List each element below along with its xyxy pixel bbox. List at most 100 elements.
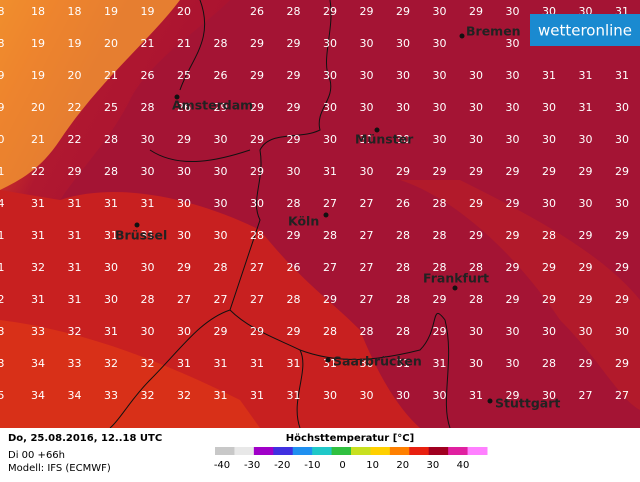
grid-value: 30 <box>506 101 520 114</box>
grid-value: 31 <box>542 69 556 82</box>
grid-value: 30 <box>542 197 556 210</box>
grid-value: 29 <box>214 101 228 114</box>
scale-swatch <box>253 447 274 455</box>
grid-value: 29 <box>250 133 264 146</box>
grid-value: 31 <box>31 229 45 242</box>
grid-value: 29 <box>615 293 629 306</box>
grid-value: 30 <box>396 101 410 114</box>
grid-value: 8 <box>0 37 5 50</box>
grid-value: 30 <box>360 357 374 370</box>
scale-swatch <box>234 447 255 455</box>
grid-value: 28 <box>250 229 264 242</box>
grid-value: 25 <box>177 69 191 82</box>
grid-value: 31 <box>31 293 45 306</box>
grid-value: 29 <box>323 5 337 18</box>
grid-value: 22 <box>68 133 82 146</box>
scale-swatch <box>331 447 352 455</box>
city-label: Brüssel <box>115 228 167 243</box>
grid-value: 29 <box>506 197 520 210</box>
grid-value: 31 <box>68 261 82 274</box>
grid-value: 28 <box>141 101 155 114</box>
color-scale: -40 -30 -20 -10 0 10 20 30 40 <box>214 447 488 471</box>
scale-label: -40 <box>214 460 230 471</box>
grid-value: 29 <box>542 293 556 306</box>
grid-value: 29 <box>250 165 264 178</box>
grid-value: 26 <box>396 197 410 210</box>
grid-value: 26 <box>214 69 228 82</box>
grid-value: 31 <box>104 197 118 210</box>
grid-value: 0 <box>0 133 5 146</box>
grid-value: 22 <box>68 101 82 114</box>
grid-value: 31 <box>68 229 82 242</box>
grid-value: 27 <box>177 293 191 306</box>
scale-swatch <box>312 447 333 455</box>
warm-zone <box>400 180 640 410</box>
grid-value: 30 <box>433 69 447 82</box>
grid-value: 29 <box>177 133 191 146</box>
grid-value: 31 <box>287 357 301 370</box>
grid-value: 30 <box>360 101 374 114</box>
city-dot <box>487 398 493 404</box>
grid-value: 31 <box>214 357 228 370</box>
scale-label: 30 <box>427 460 440 471</box>
logo-box <box>530 14 640 46</box>
grid-value: 29 <box>214 325 228 338</box>
grid-value: 27 <box>323 261 337 274</box>
grid-value: 30 <box>104 293 118 306</box>
grid-value: 30 <box>360 165 374 178</box>
grid-value: 29 <box>542 165 556 178</box>
date: Do, 25.08.2016, 12..18 UTC <box>8 433 162 444</box>
scale-swatch <box>351 447 371 455</box>
grid-value: 29 <box>579 229 593 242</box>
grid-value: 31 <box>287 389 301 402</box>
city-label: Saarbrücken <box>333 354 422 369</box>
grid-value: 30 <box>615 133 629 146</box>
grid-value: 28 <box>396 229 410 242</box>
grid-value: 32 <box>31 261 45 274</box>
grid-value: 29 <box>615 261 629 274</box>
grid-value: 1 <box>0 229 5 242</box>
grid-value: 31 <box>177 357 191 370</box>
grid-value: 29 <box>579 293 593 306</box>
grid-value: 28 <box>396 293 410 306</box>
grid-value: 30 <box>579 197 593 210</box>
grid-value: 21 <box>31 133 45 146</box>
grid-value: 30 <box>141 165 155 178</box>
grid-value: 29 <box>542 261 556 274</box>
grid-value: 20 <box>31 101 45 114</box>
scale-swatch <box>409 447 430 455</box>
grid-value: 27 <box>615 389 629 402</box>
grid-value: 29 <box>469 165 483 178</box>
city-dot <box>174 94 180 100</box>
grid-value: 30 <box>469 101 483 114</box>
grid-value: 30 <box>214 133 228 146</box>
grid-value: 32 <box>68 325 82 338</box>
grid-value: 27 <box>579 389 593 402</box>
cities: Bremen Amsterdam Münster Köln Brüssel Frankfu… <box>115 24 560 411</box>
grid-value: 30 <box>433 101 447 114</box>
warm-zone <box>0 320 260 428</box>
city-dot <box>452 285 458 291</box>
grid-value: 29 <box>250 101 264 114</box>
grid-value: 27 <box>250 293 264 306</box>
grid-value: 30 <box>177 229 191 242</box>
grid-value: 31 <box>615 69 629 82</box>
grid-value: 30 <box>141 261 155 274</box>
grid-value: 29 <box>250 37 264 50</box>
grid-value: 30 <box>396 37 410 50</box>
grid-value: 29 <box>506 261 520 274</box>
grid-value: 30 <box>104 261 118 274</box>
grid-value: 31 <box>360 133 374 146</box>
grid-value: 31 <box>104 325 118 338</box>
grid-value: 30 <box>615 325 629 338</box>
grid-value: 32 <box>177 389 191 402</box>
grid-value: 27 <box>214 293 228 306</box>
grid-value: 34 <box>31 389 45 402</box>
grid-value: 31 <box>250 389 264 402</box>
grid-value: 28 <box>396 325 410 338</box>
grid-value: 29 <box>323 293 337 306</box>
grid-value: 29 <box>469 5 483 18</box>
grid-value: 32 <box>141 389 155 402</box>
grid-value: 30 <box>433 5 447 18</box>
